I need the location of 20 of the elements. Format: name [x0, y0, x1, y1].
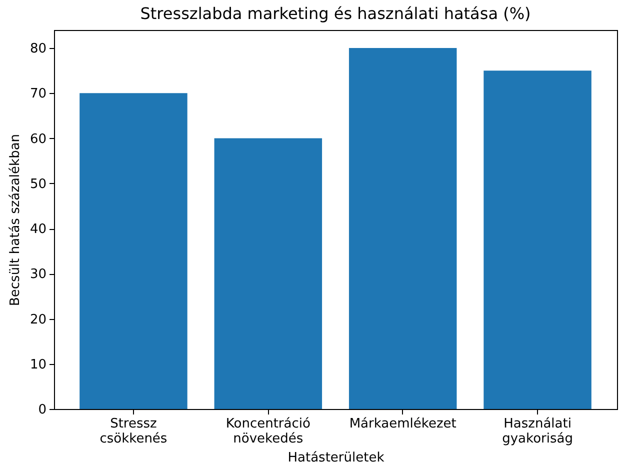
y-axis-title: Becsült hatás százalékban	[8, 134, 23, 306]
x-tick-label: Koncentráció növekedés	[226, 416, 310, 446]
x-tick-label: Stressz csökkenés	[100, 416, 168, 446]
y-tick-label: 50	[30, 176, 46, 192]
y-tick-label: 40	[30, 222, 46, 238]
y-tick-label: 20	[30, 312, 46, 328]
x-axis-title: Hatásterületek	[288, 450, 385, 466]
x-tick-label: Használati gyakoriság	[502, 416, 573, 446]
y-tick-label: 80	[30, 42, 46, 57]
y-tick-label: 70	[30, 86, 46, 102]
bar	[348, 48, 457, 409]
bar	[80, 93, 188, 409]
y-tick-label: 10	[30, 357, 46, 372]
y-tick-label: 60	[30, 132, 46, 147]
bar	[484, 70, 592, 409]
y-tick-label: 30	[30, 267, 46, 282]
x-tick-label: Márkaemlékezet	[349, 416, 456, 432]
bar	[214, 138, 322, 409]
chart-title: Stresszlabda marketing és használati hatása (%)	[140, 4, 531, 23]
y-tick-label: 0	[38, 402, 46, 418]
